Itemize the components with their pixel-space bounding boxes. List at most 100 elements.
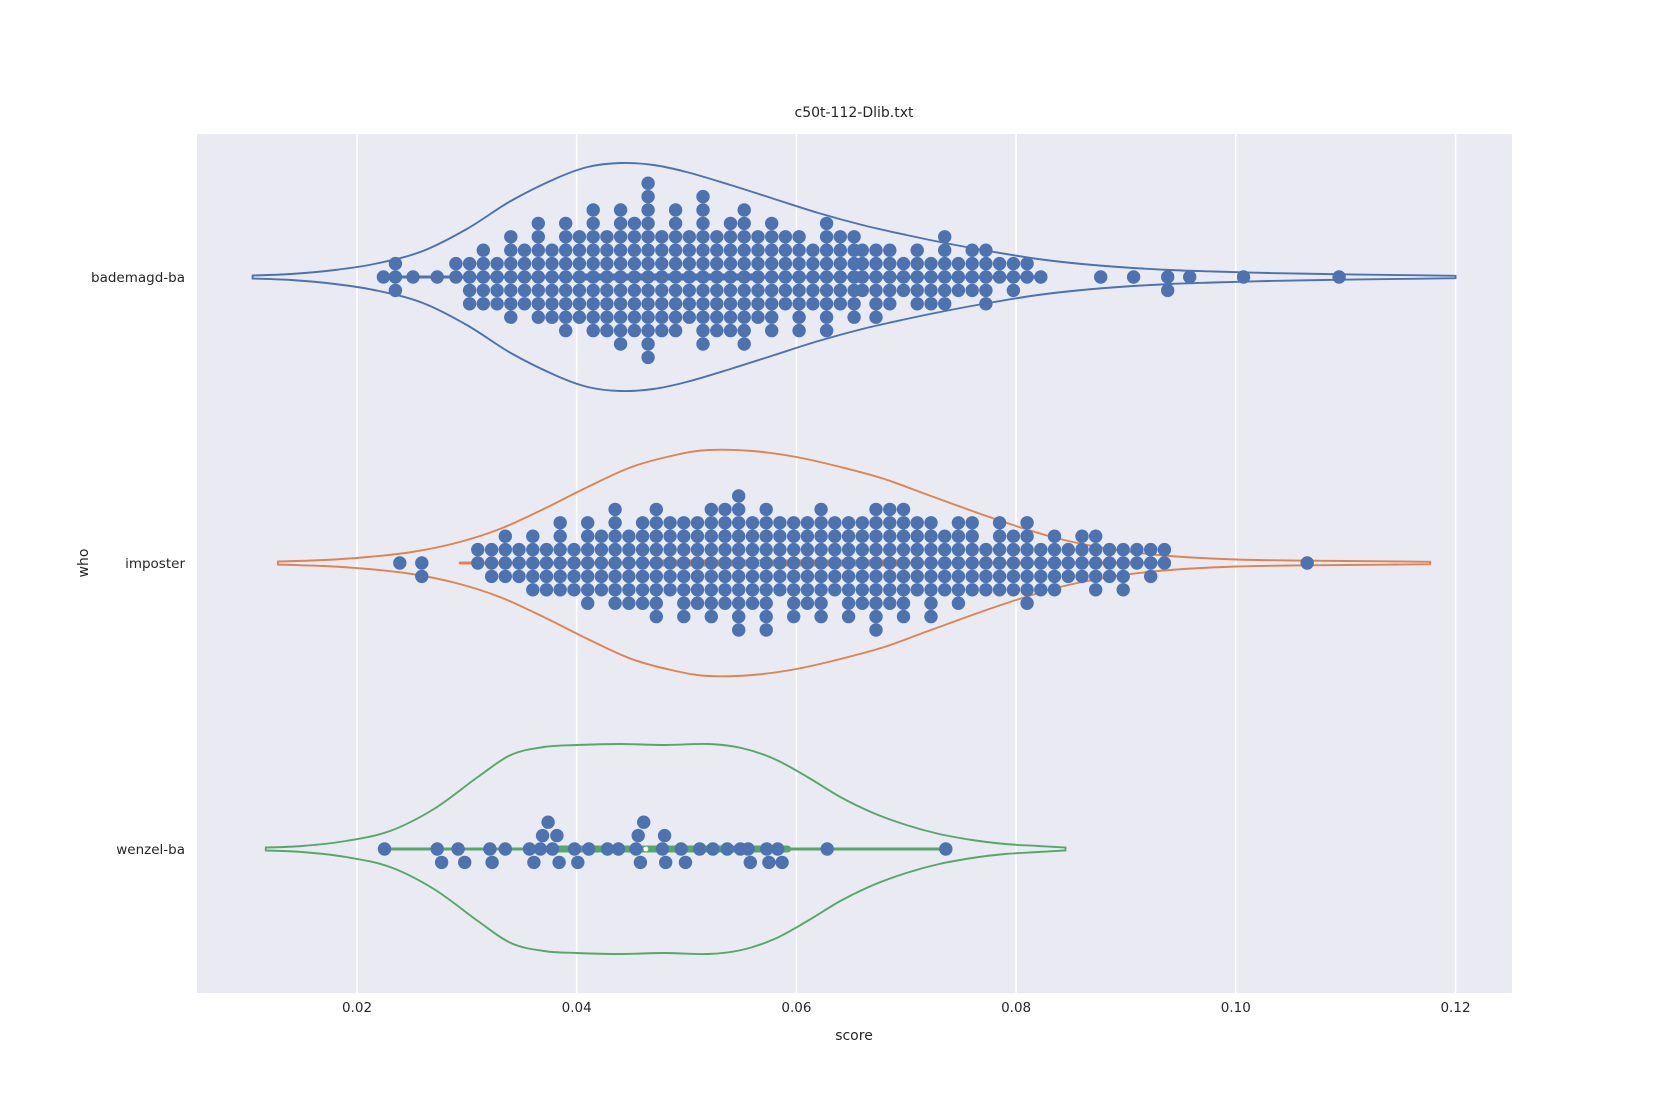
swarm-dot	[539, 569, 554, 584]
swarm-dot	[965, 556, 979, 570]
swarm-dot	[855, 529, 869, 543]
swarm-dot	[965, 542, 979, 557]
swarm-dot	[594, 583, 609, 597]
swarm-dot	[1020, 569, 1034, 584]
swarm-dot	[819, 216, 834, 231]
swarm-dot	[883, 516, 897, 530]
swarm-dot	[869, 516, 883, 530]
swarm-dot	[1130, 542, 1144, 557]
swarm-dot	[655, 323, 669, 338]
swarm-dot	[951, 556, 966, 570]
swarm-dot	[641, 297, 655, 311]
swarm-dot	[1047, 583, 1062, 597]
swarm-dot	[567, 569, 581, 584]
swarm-dot	[1047, 569, 1062, 584]
swarm-dot	[883, 270, 897, 284]
swarm-dot	[939, 842, 953, 856]
swarm-dot	[938, 583, 952, 597]
swarm-dot	[869, 243, 883, 257]
swarm-dot	[1020, 596, 1034, 610]
swarm-dot	[376, 270, 391, 284]
swarm-dot	[778, 283, 793, 298]
swarm-dot	[655, 310, 669, 324]
swarm-dot	[855, 283, 869, 298]
swarm-dot	[406, 270, 420, 284]
swarm-dot	[663, 556, 677, 570]
swarm-dot	[910, 516, 924, 530]
swarm-dot	[773, 516, 787, 530]
swarm-dot	[608, 542, 622, 557]
series-layer	[251, 161, 1457, 956]
swarm-dot	[504, 256, 518, 271]
swarm-dot	[682, 243, 696, 257]
swarm-dot	[759, 542, 773, 557]
swarm-dot	[723, 297, 738, 311]
swarm-dot	[641, 310, 655, 324]
swarm-dot	[745, 542, 760, 557]
swarm-dot	[485, 855, 499, 870]
swarm-dot	[678, 855, 693, 870]
swarm-dot	[1006, 270, 1021, 284]
violin-outline	[264, 742, 1067, 956]
swarm-dot	[751, 310, 765, 324]
swarm-dot	[710, 256, 724, 271]
swarm-dot	[773, 529, 787, 543]
swarm-dot	[553, 569, 567, 584]
swarm-dot	[938, 542, 952, 557]
swarm-dot	[594, 569, 609, 584]
swarm-dot	[531, 283, 545, 298]
swarm-dot	[434, 855, 449, 870]
swarm-dot	[668, 283, 683, 298]
swarm-dot	[627, 243, 642, 257]
swarm-dot	[581, 542, 595, 557]
swarm-dot	[792, 310, 806, 324]
swarm-dot	[586, 297, 600, 311]
swarm-dot	[553, 529, 567, 543]
swarm-dot	[737, 270, 751, 284]
swarm-dot	[1075, 542, 1089, 557]
swarm-dot	[1061, 542, 1076, 557]
swarm-dot	[545, 243, 559, 257]
swarm-dot	[613, 310, 628, 324]
swarm-dot	[745, 529, 760, 543]
swarm-dot	[704, 569, 718, 584]
swarm-dot	[586, 243, 600, 257]
swarm-dot	[512, 556, 526, 570]
swarm-dot	[668, 297, 683, 311]
swarm-dot	[641, 350, 655, 365]
swarm-dot	[704, 529, 718, 543]
swarm-dot	[732, 516, 746, 530]
swarm-dot	[910, 283, 924, 298]
swarm-dot	[869, 283, 883, 298]
y-category-label: wenzel-ba	[116, 842, 185, 858]
swarm-dot	[641, 243, 655, 257]
swarm-dot	[951, 270, 966, 284]
swarm-dot	[586, 230, 600, 244]
swarm-dot	[828, 569, 842, 584]
swarm-dot	[581, 569, 595, 584]
swarm-dot	[737, 230, 751, 244]
y-axis-label: who	[76, 549, 92, 578]
swarm-dot	[732, 609, 746, 624]
swarm-dot	[883, 256, 897, 271]
swarm-dot	[458, 855, 472, 870]
swarm-dot	[627, 216, 642, 231]
swarm-dot	[910, 297, 924, 311]
swarm-dot	[637, 815, 651, 829]
swarm-dot	[677, 596, 691, 610]
swarm-dot	[608, 583, 622, 597]
swarm-dot	[759, 556, 773, 570]
swarm-dot	[696, 203, 710, 217]
swarm-dot	[545, 283, 559, 298]
x-tick-label: 0.02	[342, 1000, 372, 1016]
swarm-dot	[539, 556, 554, 570]
swarm-dot	[613, 270, 628, 284]
swarm-dot	[1034, 569, 1048, 584]
swarm-dot	[732, 542, 746, 557]
swarm-dot	[718, 516, 732, 530]
swarm-dot	[559, 216, 573, 231]
swarm-dot	[751, 230, 765, 244]
swarm-dot	[819, 230, 834, 244]
swarm-dot	[778, 256, 793, 271]
swarm-dot	[787, 542, 801, 557]
